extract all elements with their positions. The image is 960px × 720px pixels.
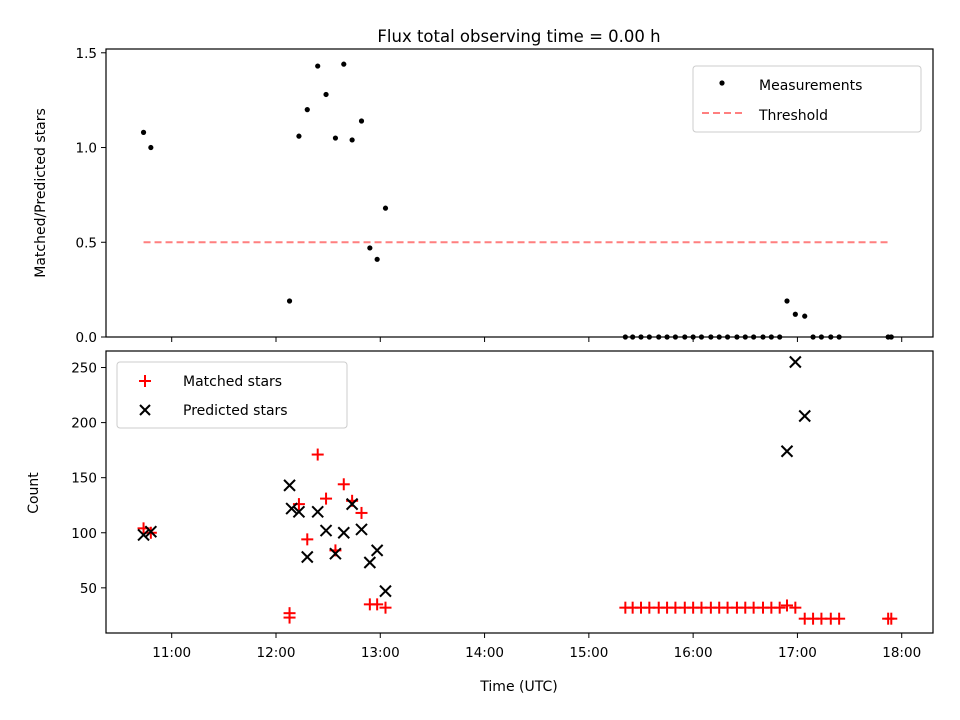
- predicted-stars-point: [137, 528, 150, 542]
- measurements-point: [286, 298, 293, 304]
- measurements-point: [358, 118, 365, 124]
- predicted-stars-point: [355, 523, 368, 536]
- x-tick-label: 18:00: [882, 645, 921, 661]
- matched-stars-point: [773, 601, 786, 614]
- bottom-axes-frame: [105, 350, 934, 634]
- predicted-stars-point: [780, 445, 794, 458]
- predicted-stars-point: [345, 497, 359, 511]
- matched-stars-point: [780, 599, 793, 612]
- matched-stars-point: [337, 478, 350, 491]
- x-tick-label: 11:00: [152, 645, 191, 661]
- predicted-stars-point: [370, 544, 384, 557]
- predicted-stars-point: [379, 584, 392, 598]
- predicted-stars-point: [144, 525, 158, 538]
- top-y-tick-label: 1.0: [76, 141, 97, 157]
- legend-threshold-label: Threshold: [758, 108, 828, 124]
- measurements-point: [323, 91, 329, 98]
- matched-stars-point: [885, 612, 898, 625]
- predicted-stars-point: [292, 505, 306, 519]
- predicted-stars-point: [283, 479, 296, 492]
- measurements-point: [382, 205, 389, 211]
- predicted-stars-point: [789, 355, 802, 369]
- x-tick-label: 15:00: [569, 645, 608, 661]
- matched-stars-point: [301, 533, 314, 546]
- x-tick-label: 17:00: [778, 645, 817, 661]
- figure-title: Flux total observing time = 0.00 h: [377, 27, 660, 46]
- bottom-y-axis-label: Count: [26, 472, 42, 514]
- measurements-point: [802, 313, 808, 319]
- matched-stars-point: [371, 598, 384, 611]
- legend-measurements-marker: [719, 80, 725, 86]
- top-y-tick-label: 1.5: [76, 46, 97, 62]
- bottom-axes: 50 100 150 200 250 11:00 12:00 13:00 14:00 15:00 1…: [26, 350, 934, 695]
- measurements-point: [315, 63, 321, 69]
- matched-stars-point: [355, 506, 368, 519]
- matched-stars-point: [789, 601, 802, 614]
- x-tick-label: 14:00: [465, 645, 504, 661]
- measurements-point: [784, 298, 790, 304]
- bottom-y-tick-label: 50: [80, 581, 97, 597]
- bottom-y-tick-label: 250: [71, 361, 97, 377]
- matched-stars-point: [833, 612, 846, 625]
- top-axes-frame: [105, 48, 934, 338]
- matched-stars-point: [379, 601, 392, 614]
- legend-matched-marker: [139, 375, 151, 387]
- x-tick-label: 16:00: [674, 645, 713, 661]
- x-tick-label: 13:00: [361, 645, 400, 661]
- top-y-tick-label: 0.0: [76, 330, 97, 346]
- predicted-stars-point: [285, 502, 298, 515]
- predicted-stars-point: [798, 409, 811, 423]
- matched-stars-point: [311, 448, 324, 461]
- bottom-y-tick-label: 100: [71, 526, 97, 542]
- predicted-stars-point: [329, 547, 342, 560]
- measurements-point: [792, 311, 798, 317]
- x-tick-label: 12:00: [257, 645, 296, 661]
- bottom-y-tick-label: 200: [71, 416, 97, 432]
- legend-measurements-label: Measurements: [759, 78, 862, 94]
- matched-stars-point: [320, 492, 333, 505]
- top-legend: Measurements Threshold: [692, 65, 922, 133]
- measurements-point: [349, 137, 355, 143]
- top-axes: 0.0 0.5 1.0 1.5 Matched/Predicted stars Mea…: [33, 46, 934, 346]
- measurements-point: [374, 256, 380, 262]
- measurements-point: [367, 245, 373, 251]
- predicted-stars-point: [363, 556, 377, 569]
- measurements-point: [296, 133, 302, 139]
- bottom-legend-box: [116, 361, 348, 429]
- predicted-stars-point: [311, 505, 324, 519]
- legend-predicted-marker: [139, 404, 151, 416]
- bottom-y-tick-label: 150: [71, 471, 97, 487]
- predicted-stars-point: [319, 524, 333, 537]
- top-y-tick-label: 0.5: [76, 235, 97, 251]
- measurements-point: [148, 144, 154, 151]
- legend-predicted-label: Predicted stars: [183, 403, 288, 419]
- x-axis-label: Time (UTC): [479, 679, 557, 695]
- measurements-point: [332, 135, 339, 141]
- measurements-point: [341, 61, 347, 67]
- legend-matched-label: Matched stars: [183, 374, 282, 390]
- bottom-legend: Matched stars Predicted stars: [116, 361, 348, 429]
- top-y-axis-label: Matched/Predicted stars: [33, 108, 49, 278]
- measurements-point: [140, 129, 147, 135]
- predicted-stars-point: [301, 550, 314, 564]
- top-legend-box: [692, 65, 922, 133]
- measurements-point: [304, 107, 310, 113]
- predicted-stars-point: [337, 526, 350, 539]
- matched-stars-point: [283, 611, 296, 624]
